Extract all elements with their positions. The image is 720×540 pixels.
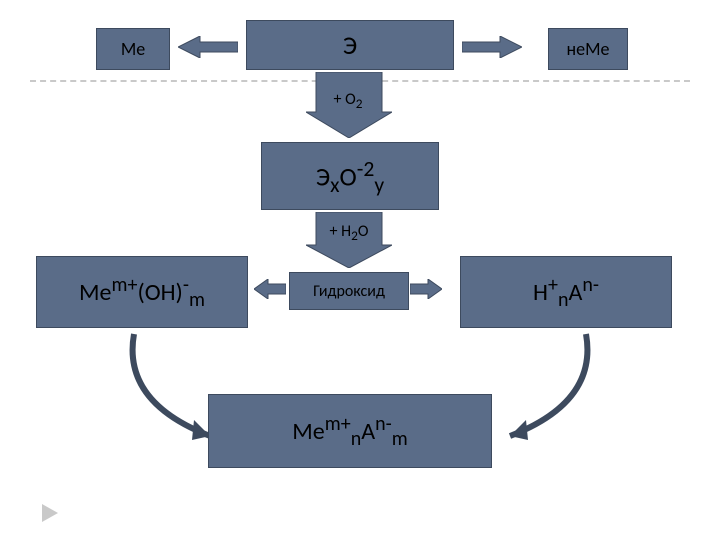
node-hydroxide-label: Гидроксид (313, 282, 385, 301)
node-oxide: ЭxO-2y (261, 142, 439, 210)
node-oxide-label: ЭxO-2y (316, 155, 384, 198)
node-me-label: Ме (121, 38, 145, 60)
arrow-right-top (462, 36, 522, 58)
arrow-left-top (178, 36, 238, 58)
node-acid: H+nAn- (460, 256, 672, 328)
node-me: Ме (96, 28, 170, 70)
node-neme-label: неМе (567, 38, 610, 60)
node-base: Mem+(OH)-m (36, 256, 248, 328)
node-acid-label: H+nAn- (533, 273, 599, 312)
node-neme: неМе (548, 28, 628, 70)
label-h2o: + H2O (314, 220, 384, 246)
label-o2: + O2 (313, 86, 383, 116)
arrow-left-mid (254, 279, 286, 299)
node-base-label: Mem+(OH)-m (79, 273, 205, 312)
label-h2o-text: + H2O (330, 222, 369, 244)
node-hydroxide: Гидроксид (289, 272, 409, 310)
arrow-right-mid (410, 279, 442, 299)
play-icon (42, 504, 58, 522)
node-element-label: Э (343, 29, 357, 61)
node-salt: Mem+nAn-m (208, 394, 492, 468)
node-salt-label: Mem+nAn-m (292, 412, 407, 451)
label-o2-text: + O2 (334, 90, 363, 112)
node-element: Э (246, 20, 454, 70)
